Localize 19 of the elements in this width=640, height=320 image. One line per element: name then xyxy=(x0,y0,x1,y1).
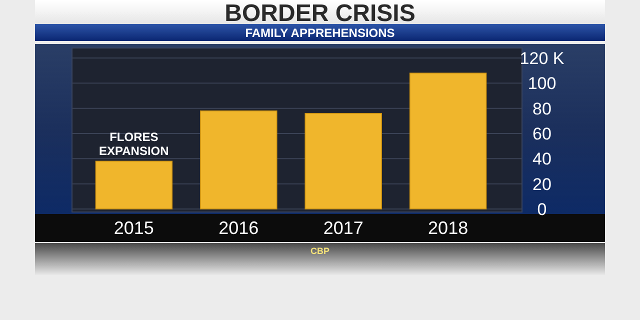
annotation: FLORES EXPANSION xyxy=(99,130,169,158)
y-tick-label: 20 xyxy=(532,174,552,194)
x-tick-label: 2015 xyxy=(114,218,154,238)
x-tick-label: 2018 xyxy=(428,218,468,238)
bar xyxy=(304,112,382,210)
y-tick-label: 80 xyxy=(532,99,552,118)
text: CBP xyxy=(310,246,330,256)
chart-title: BORDER CRISIS xyxy=(224,0,416,27)
y-tick-label: 100 xyxy=(528,74,556,94)
y-tick-label: 120 K xyxy=(520,48,565,68)
bar xyxy=(95,160,173,210)
y-tick-label: 0 xyxy=(537,200,547,219)
x-tick-label: 2016 xyxy=(218,218,259,238)
chart-subtitle: FAMILY APPREHENSIONS xyxy=(245,26,395,40)
y-tick-label: 40 xyxy=(532,150,552,169)
y-tick-label: 60 xyxy=(532,124,552,144)
bar xyxy=(200,110,278,210)
x-tick-label: 2017 xyxy=(323,218,364,238)
bar xyxy=(409,72,487,210)
